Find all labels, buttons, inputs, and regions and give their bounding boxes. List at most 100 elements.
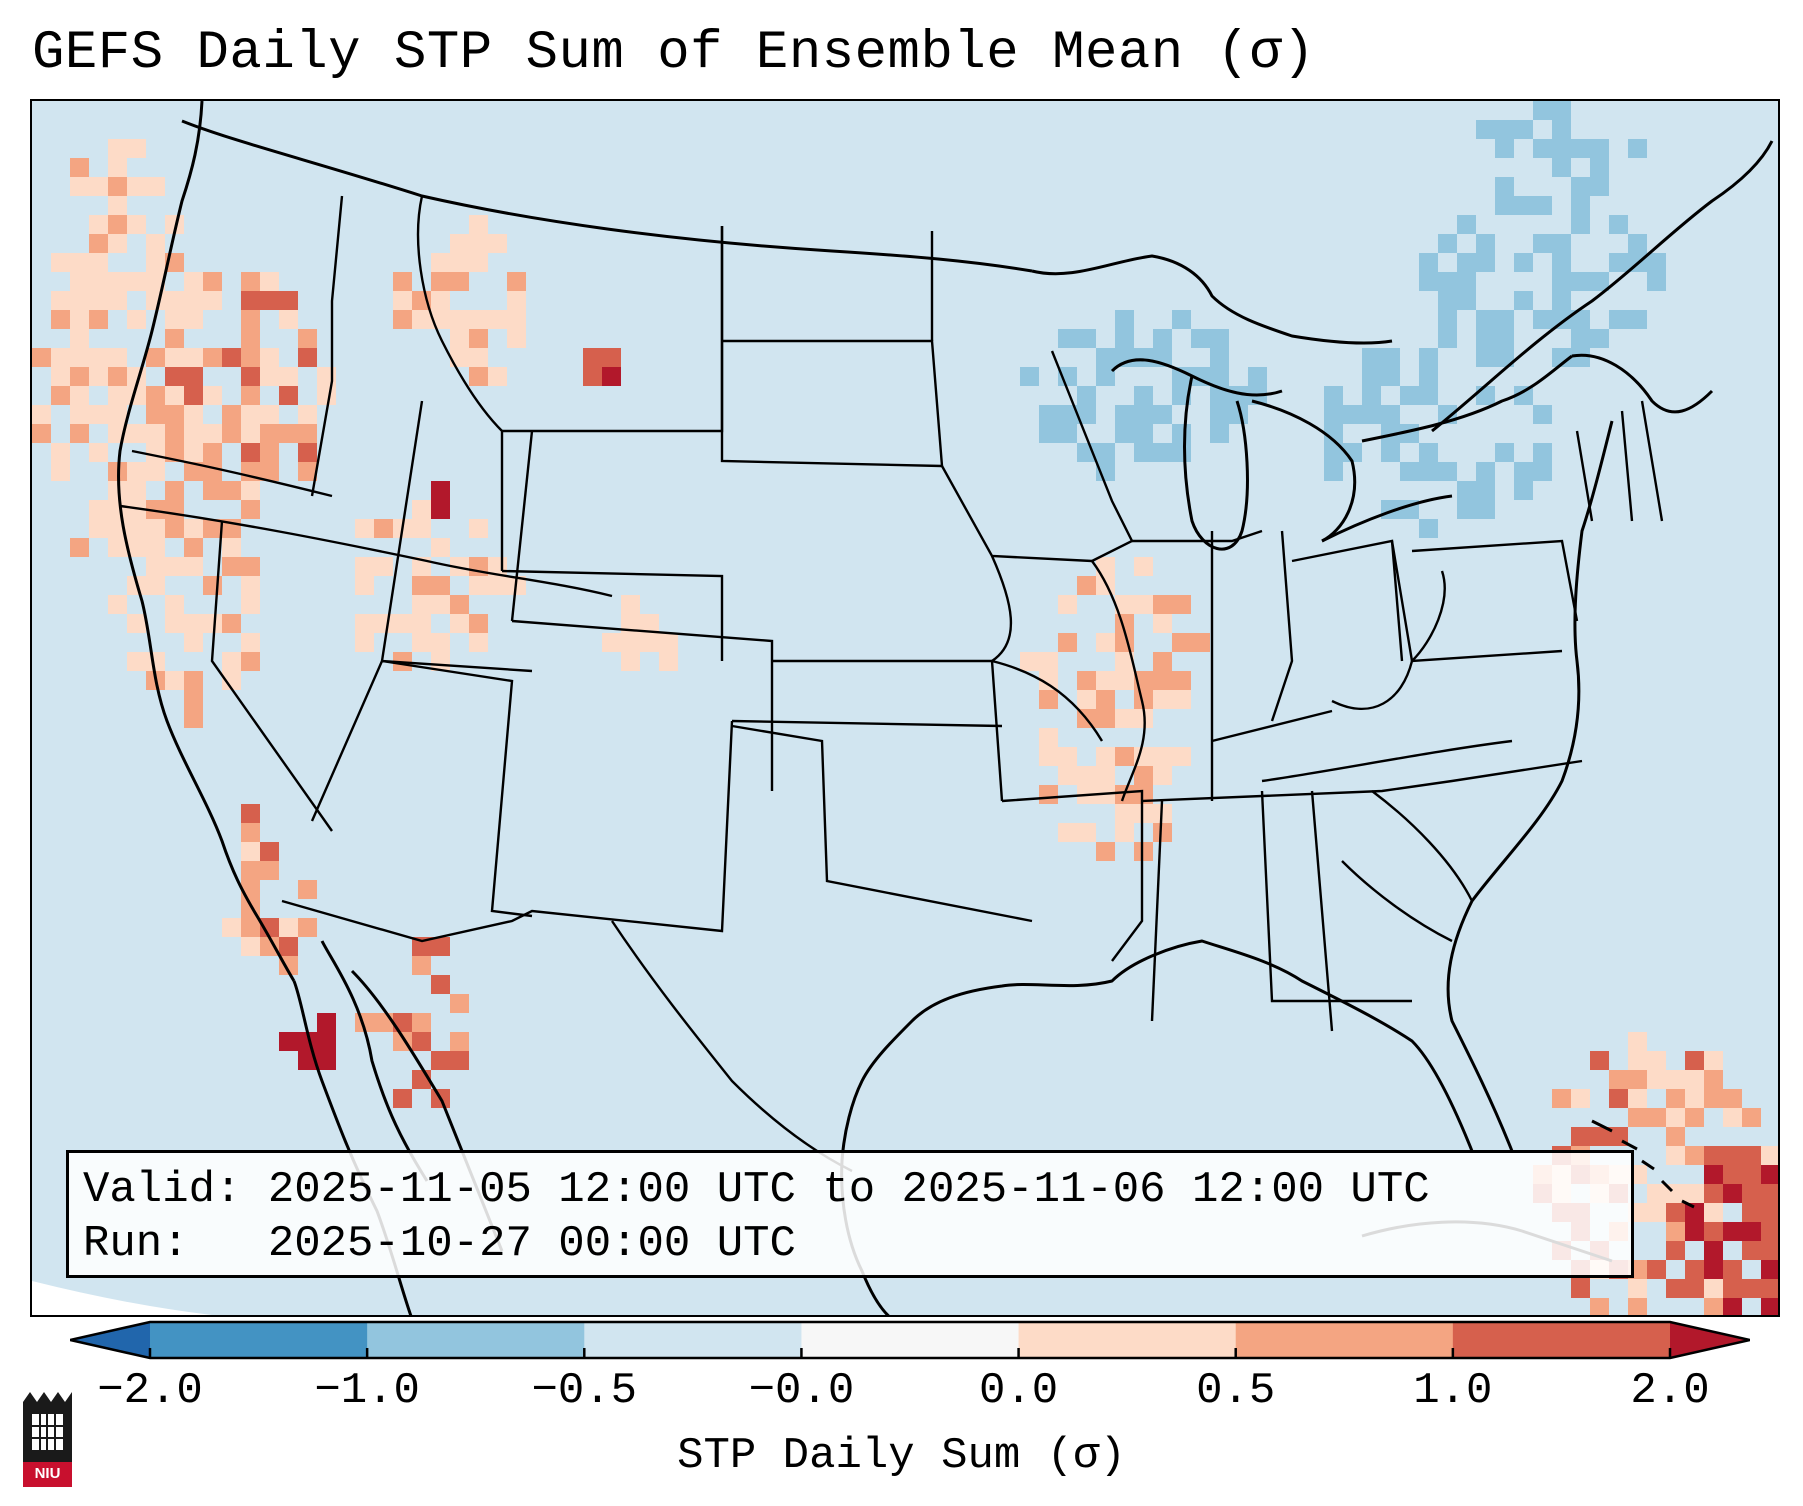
stp-cell: [1685, 1051, 1704, 1070]
stp-cell: [241, 348, 260, 367]
stp-cell: [108, 405, 127, 424]
stp-cell: [1134, 766, 1153, 785]
colorbar-bin: [1452, 1322, 1671, 1358]
stp-cell: [431, 1051, 450, 1070]
stp-cell: [1153, 690, 1172, 709]
stp-cell: [127, 500, 146, 519]
stp-cell: [1552, 234, 1571, 253]
stp-cell: [659, 652, 678, 671]
stp-cell: [1324, 405, 1343, 424]
stp-cell: [1647, 253, 1666, 272]
colorbar-bin: [367, 1322, 585, 1358]
stp-cell: [450, 348, 469, 367]
stp-cell: [108, 196, 127, 215]
stp-cell: [507, 291, 526, 310]
stp-cell: [1476, 234, 1495, 253]
stp-cell: [89, 291, 108, 310]
stp-cell: [355, 519, 374, 538]
stp-cell: [602, 367, 621, 386]
stp-cell: [1628, 1070, 1647, 1089]
stp-cell: [146, 652, 165, 671]
stp-cell: [279, 1032, 298, 1051]
stp-cell: [1438, 272, 1457, 291]
stp-cell: [469, 215, 488, 234]
stp-cell: [1590, 1051, 1609, 1070]
stp-cell: [1723, 1108, 1742, 1127]
stp-cell: [108, 177, 127, 196]
stp-cell: [279, 918, 298, 937]
stp-cell: [431, 500, 450, 519]
stp-cell: [1077, 576, 1096, 595]
stp-cell: [393, 1089, 412, 1108]
stp-cell: [89, 215, 108, 234]
stp-cell: [184, 690, 203, 709]
colorbar-tick-label: 0.0: [978, 1366, 1059, 1416]
stp-cell: [1096, 671, 1115, 690]
valid-time-box: Valid: 2025-11-05 12:00 UTC to 2025-11-0…: [66, 1150, 1634, 1278]
stp-cell: [1172, 424, 1191, 443]
stp-cell: [431, 576, 450, 595]
stp-cell: [1115, 747, 1134, 766]
stp-cell: [1628, 1108, 1647, 1127]
stp-cell: [1552, 120, 1571, 139]
stp-cell: [1419, 367, 1438, 386]
stp-cell: [1419, 462, 1438, 481]
stp-cell: [1077, 405, 1096, 424]
stp-cell: [1096, 709, 1115, 728]
stp-cell: [108, 139, 127, 158]
stp-cell: [70, 158, 89, 177]
stp-cell: [1476, 481, 1495, 500]
stp-cell: [1134, 785, 1153, 804]
stp-cell: [241, 861, 260, 880]
stp-cell: [1571, 215, 1590, 234]
stp-cell: [1096, 576, 1115, 595]
colorbar-under-triangle: [70, 1322, 150, 1358]
stp-cell: [1134, 595, 1153, 614]
stp-cell: [488, 234, 507, 253]
stp-cell: [1153, 595, 1172, 614]
stp-cell: [621, 633, 640, 652]
stp-cell: [1666, 1146, 1685, 1165]
stp-cell: [1533, 196, 1552, 215]
stp-cell: [469, 519, 488, 538]
stp-cell: [260, 291, 279, 310]
stp-cell: [1058, 405, 1077, 424]
stp-cell: [184, 557, 203, 576]
stp-cell: [1077, 823, 1096, 842]
stp-cell: [184, 424, 203, 443]
stp-cell: [260, 937, 279, 956]
stp-cell: [1666, 1241, 1685, 1260]
stp-cell: [488, 310, 507, 329]
stp-cell: [1647, 1108, 1666, 1127]
projection-edge: [32, 1281, 212, 1315]
stp-cell: [184, 443, 203, 462]
stp-cell: [184, 462, 203, 481]
stp-cell: [89, 234, 108, 253]
stp-cell: [51, 386, 70, 405]
stp-cell: [203, 348, 222, 367]
stp-cell: [1153, 766, 1172, 785]
stp-cell: [1609, 1089, 1628, 1108]
stp-cell: [1495, 348, 1514, 367]
stp-cell: [108, 158, 127, 177]
stp-cell: [203, 614, 222, 633]
stp-cell: [1020, 652, 1039, 671]
stp-cell: [469, 348, 488, 367]
stp-cell: [1134, 557, 1153, 576]
stp-cell: [127, 139, 146, 158]
map-panel[interactable]: [30, 99, 1780, 1317]
stp-cell: [89, 310, 108, 329]
stp-cell: [1590, 158, 1609, 177]
stp-cell: [146, 500, 165, 519]
stp-cell: [203, 291, 222, 310]
stp-cell: [241, 386, 260, 405]
stp-cell: [184, 671, 203, 690]
stp-cell: [1514, 291, 1533, 310]
stp-cell: [1704, 1241, 1723, 1260]
stp-cell: [1153, 823, 1172, 842]
stp-cell: [222, 348, 241, 367]
stp-cell: [1761, 1146, 1778, 1165]
stp-cell: [279, 386, 298, 405]
stp-cell: [203, 519, 222, 538]
stp-cell: [1419, 386, 1438, 405]
